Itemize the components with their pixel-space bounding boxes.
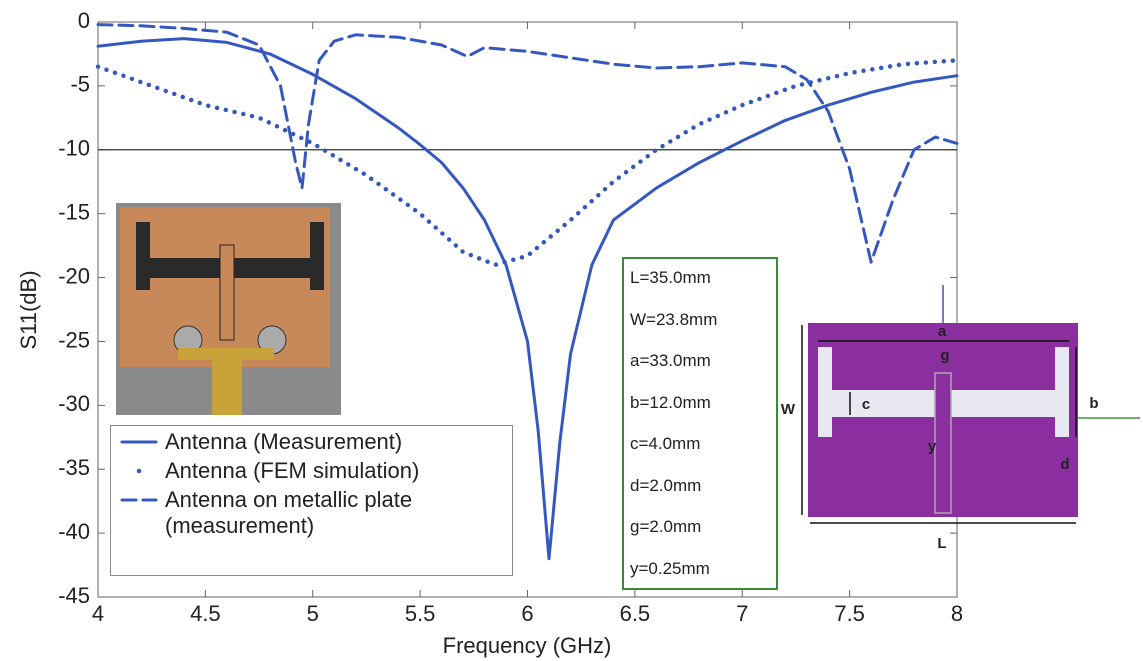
- diagram-label: a: [938, 323, 947, 340]
- x-tick-label: 8: [951, 601, 963, 626]
- legend-label: Antenna (FEM simulation): [165, 458, 420, 483]
- y-tick-label: -25: [58, 327, 90, 352]
- x-axis-label: Frequency (GHz): [443, 633, 612, 658]
- legend-swatch: [120, 440, 158, 444]
- parameter: W=23.8mm: [630, 309, 718, 329]
- legend-swatch: [136, 468, 142, 474]
- x-tick-label: 4: [92, 601, 104, 626]
- parameter: b=12.0mm: [630, 392, 711, 412]
- antenna-photo: [116, 203, 341, 415]
- y-tick-label: -10: [58, 136, 90, 161]
- diagram-label: d: [1060, 456, 1069, 473]
- legend-entry: Antenna (FEM simulation): [111, 458, 512, 484]
- parameter: y=0.25mm: [630, 558, 710, 578]
- diagram-label: b: [1089, 395, 1098, 412]
- diagram-label: L: [937, 535, 946, 552]
- diagram-label: g: [940, 347, 949, 364]
- y-tick-label: -30: [58, 391, 90, 416]
- parameter: c=4.0mm: [630, 434, 701, 453]
- y-tick-label: -45: [58, 583, 90, 608]
- parameter: L=35.0mm: [630, 268, 711, 287]
- legend-swatch: [120, 498, 158, 502]
- x-tick-label: 5.5: [405, 601, 436, 626]
- y-tick-label: -15: [58, 199, 90, 224]
- series-line: [96, 23, 959, 264]
- series-line: [95, 58, 960, 268]
- y-tick-label: -35: [58, 455, 90, 480]
- legend-label: Antenna on metallic plate (measurement): [165, 487, 413, 538]
- parameter: g=2.0mm: [630, 517, 702, 536]
- series-line: [96, 37, 959, 561]
- y-axis-label: S11(dB): [16, 270, 41, 349]
- y-tick-label: -5: [70, 72, 90, 97]
- legend-entry: Antenna on metallic plate (measurement): [111, 487, 512, 539]
- legend-entry: Antenna (Measurement): [111, 429, 512, 455]
- x-tick-label: 7: [736, 601, 748, 626]
- y-tick-label: -40: [58, 519, 90, 544]
- x-tick-label: 4.5: [190, 601, 221, 626]
- diagram-label: W: [781, 401, 796, 418]
- x-tick-label: 7.5: [834, 601, 865, 626]
- x-tick-label: 6.5: [620, 601, 651, 626]
- y-tick-label: -20: [58, 263, 90, 288]
- parameter: a=33.0mm: [630, 351, 711, 370]
- diagram-label: c: [862, 396, 870, 413]
- diagram-label: y: [928, 438, 937, 455]
- parameter: d=2.0mm: [630, 475, 702, 495]
- parameter-box: L=35.0mm W=23.8mm a=33.0mm b=12.0mm c=4.0mm d…: [622, 257, 778, 590]
- x-tick-label: 6: [521, 601, 533, 626]
- y-tick-label: 0: [78, 8, 90, 33]
- x-tick-label: 5: [307, 601, 319, 626]
- legend: Antenna (Measurement) Antenna (FEM simula…: [110, 425, 513, 576]
- antenna-diagram: [801, 285, 1140, 524]
- legend-label: Antenna (Measurement): [165, 429, 403, 454]
